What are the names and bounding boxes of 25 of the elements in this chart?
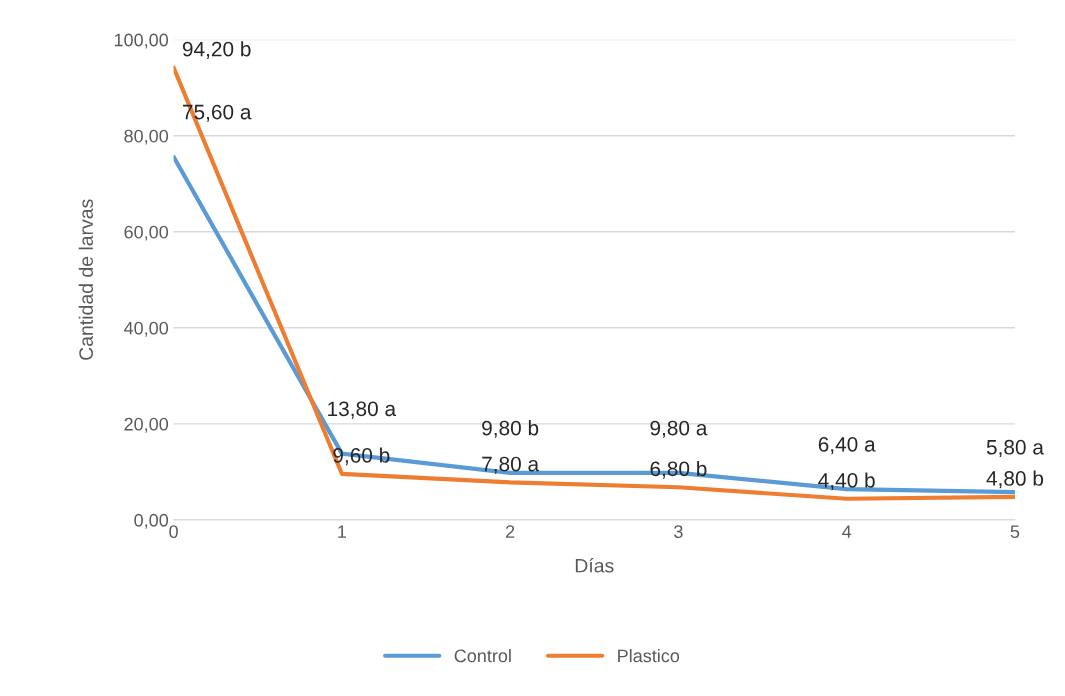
y-tick-label: 60,00 [124, 225, 169, 241]
y-tick-label: 20,00 [124, 417, 169, 433]
data-label: 4,80 b [986, 470, 1044, 489]
data-label: 7,80 a [482, 456, 540, 474]
legend-label: Control [454, 649, 511, 663]
y-tick-label: 80,00 [124, 129, 169, 145]
x-tick-label: 4 [842, 525, 852, 538]
data-label: 9,80 a [650, 420, 708, 438]
legend-label: Plastico [618, 649, 680, 663]
x-axis-title: Días [575, 558, 614, 573]
data-label: 94,20 b [182, 41, 251, 59]
data-label: 6,40 a [818, 436, 876, 455]
data-label: 5,80 a [986, 439, 1044, 458]
data-label: 4,40 b [818, 472, 875, 491]
y-tick-label: 0,00 [134, 513, 169, 529]
x-tick-label: 1 [338, 525, 347, 538]
data-label: 13,80 a [328, 401, 397, 419]
x-tick-label: 5 [1010, 525, 1020, 539]
y-tick-label: 40,00 [123, 321, 169, 337]
x-tick-label: 0 [169, 525, 178, 539]
x-tick-label: 3 [674, 525, 683, 539]
y-tick-label: 100,00 [114, 33, 169, 49]
data-label: 9,80 b [482, 420, 539, 438]
y-axis-title: Cantidad de larvas [78, 199, 93, 360]
x-tick-label: 2 [506, 525, 515, 538]
